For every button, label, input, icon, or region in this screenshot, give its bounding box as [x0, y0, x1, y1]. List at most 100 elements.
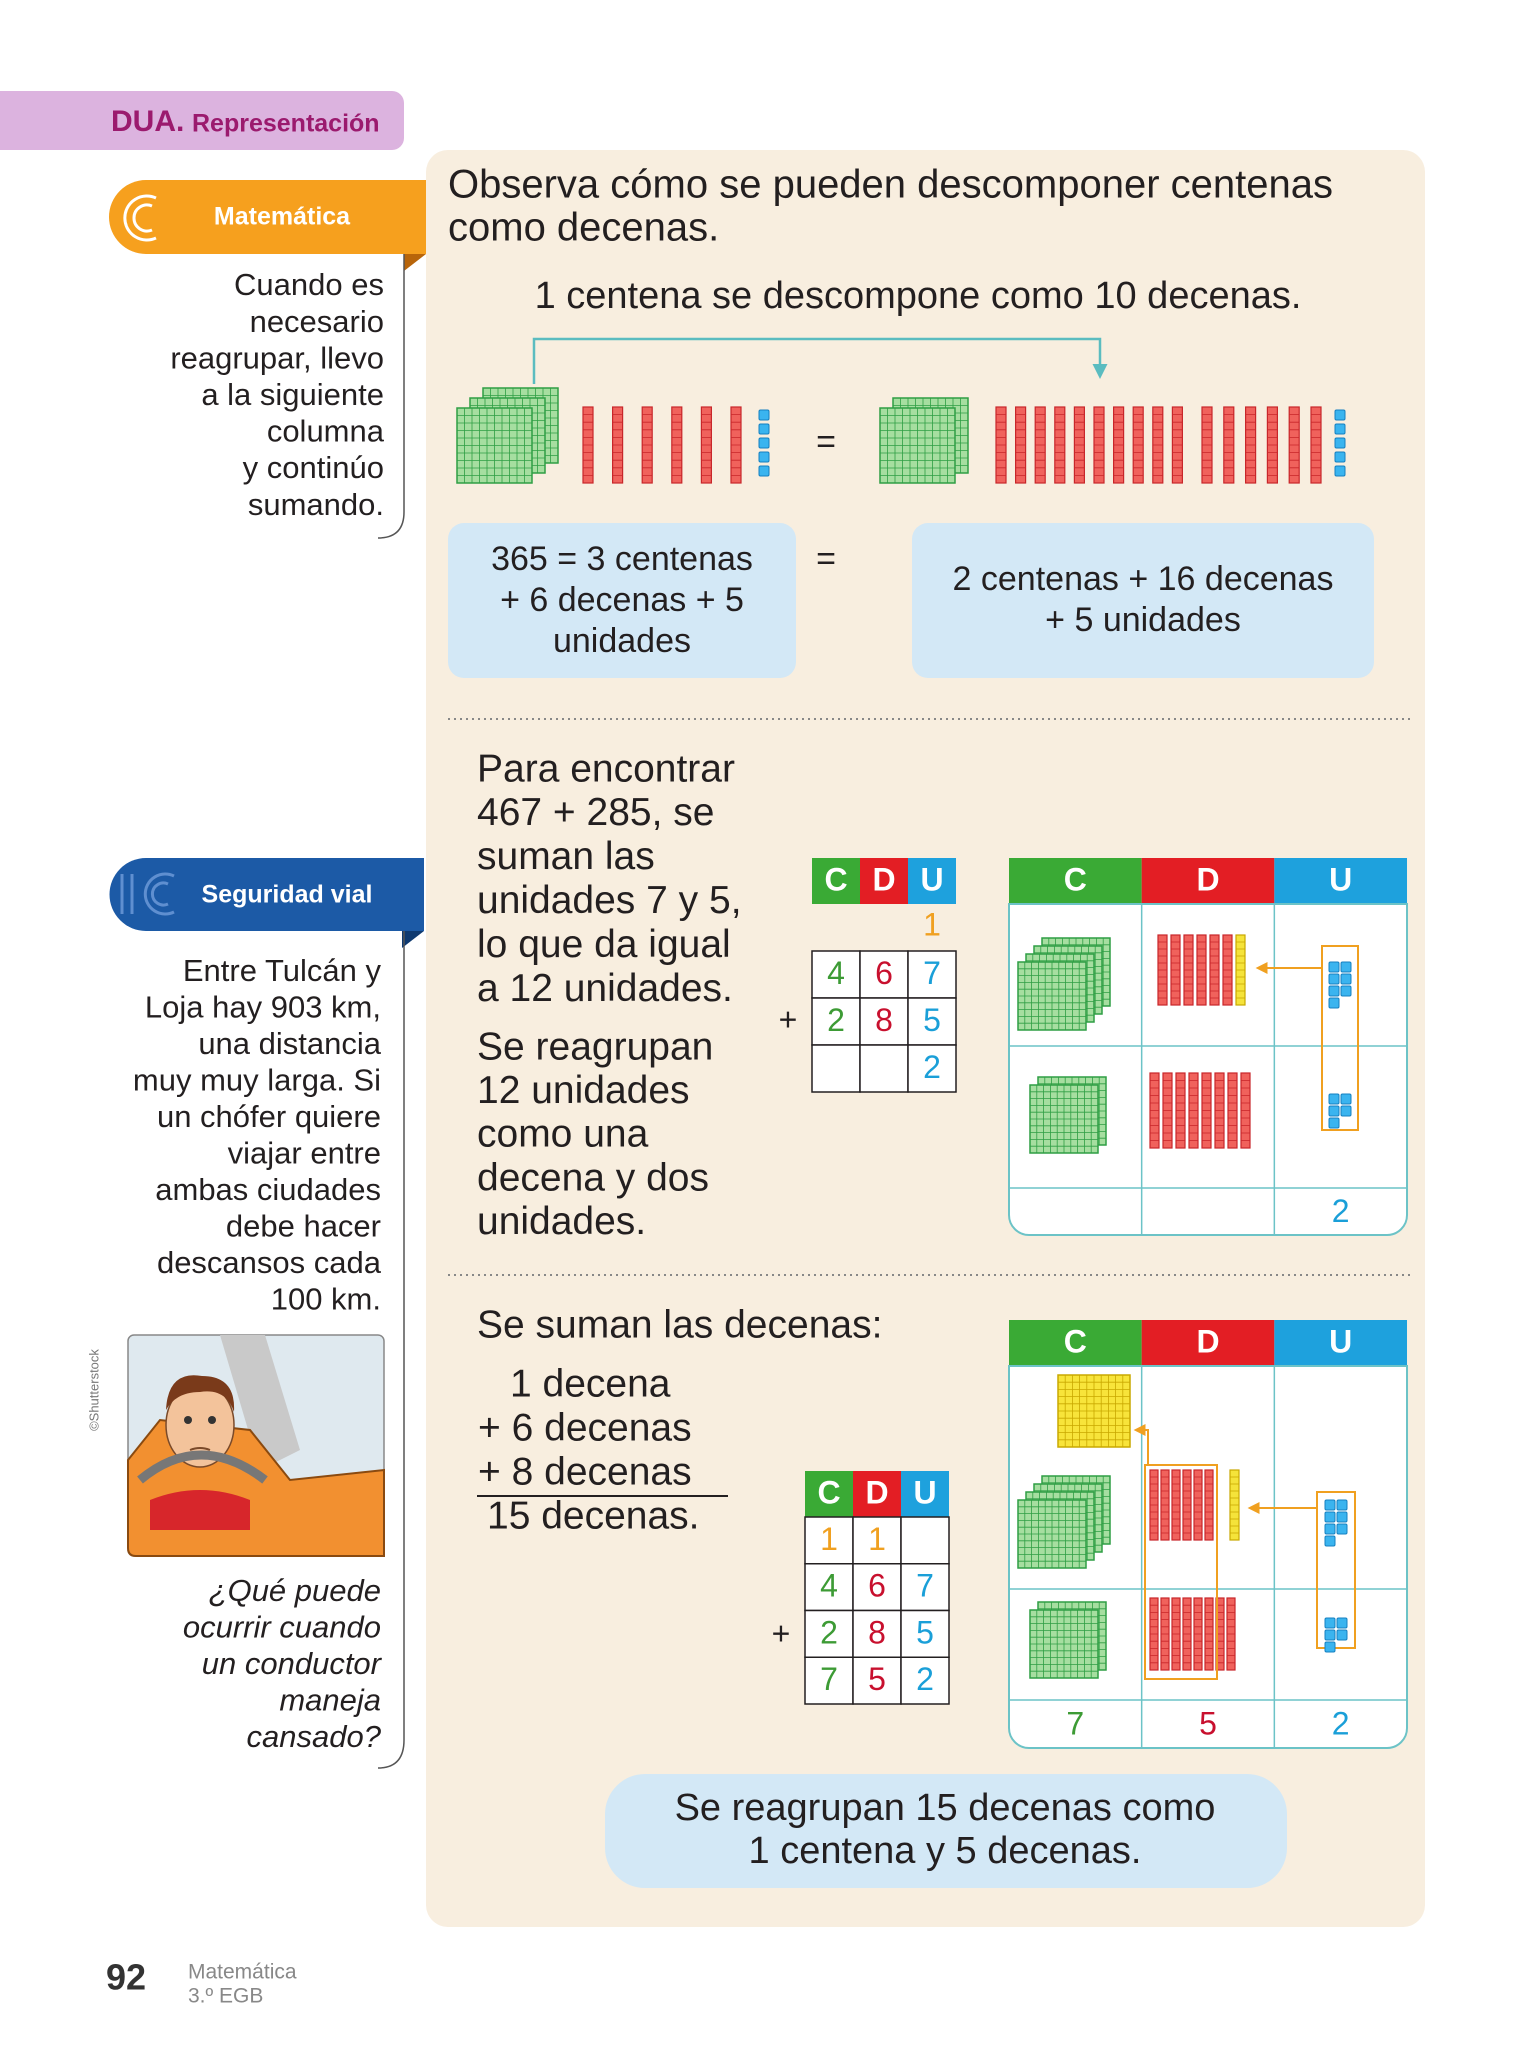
ten-rod: [1160, 1597, 1170, 1671]
digit: 1: [868, 1521, 886, 1557]
rod-lines: [1197, 941, 1206, 999]
note-question: ocurrir cuando: [183, 1610, 381, 1645]
ten-rod: [1073, 406, 1086, 484]
rod-lines: [1216, 1604, 1224, 1664]
digit: 2: [1332, 1705, 1350, 1741]
header-cell: [1009, 1320, 1142, 1366]
rod-lines: [1161, 1604, 1169, 1664]
body-text: Para encontrar: [477, 747, 735, 790]
header-cell: [853, 1471, 901, 1517]
header-letter: U: [1329, 1323, 1352, 1359]
ten-rod: [1209, 934, 1220, 1006]
rod-lines: [1228, 1080, 1237, 1141]
table-cell: [900, 1656, 950, 1705]
hundred-block: [879, 407, 956, 484]
unit-cube: [1324, 1511, 1336, 1523]
rod-lines: [1202, 1080, 1211, 1141]
tab-icon: [132, 203, 153, 233]
ten-rod: [1157, 934, 1168, 1006]
body-text: lo que da igual: [477, 923, 731, 966]
header-cell: [860, 858, 908, 904]
footer-grade: 3.º EGB: [188, 1985, 263, 2008]
unit-cube: [1324, 1617, 1336, 1629]
table-cell: [804, 1609, 854, 1658]
digit: 7: [916, 1568, 934, 1604]
ten-rod: [1054, 406, 1066, 484]
rod-lines: [731, 414, 741, 476]
hundred-block: [1057, 1374, 1131, 1448]
rod-lines: [1035, 414, 1046, 476]
ten-rod: [1183, 934, 1194, 1006]
ten-rod: [1204, 1469, 1214, 1541]
hundred-block: [1029, 1084, 1099, 1154]
digit: 2: [1332, 1193, 1350, 1229]
block-grid: [1018, 1500, 1086, 1568]
rod-lines: [583, 414, 593, 476]
ten-rod: [1160, 1469, 1170, 1541]
unit-cube: [758, 465, 770, 477]
unit-cube: [1336, 1629, 1348, 1641]
unit-cube: [1328, 1093, 1340, 1105]
table-cell: [811, 997, 861, 1046]
rod-lines: [612, 414, 623, 476]
header-cell: [901, 1471, 949, 1517]
unit-cube: [1328, 973, 1340, 985]
ten-rod: [1112, 406, 1125, 484]
table-cell: [804, 1563, 854, 1612]
header-letter: U: [913, 1474, 936, 1510]
body-text: unidades 7 y 5,: [477, 879, 742, 922]
digit: 4: [820, 1568, 838, 1604]
header-letter: U: [1329, 861, 1352, 897]
digit: 5: [868, 1661, 886, 1697]
road-tag: Seguridad vial: [202, 881, 373, 909]
regroup-box: [1144, 1464, 1218, 1680]
header-cell: [805, 1471, 853, 1517]
hundred-block: [1017, 1499, 1087, 1569]
rod-lines: [1267, 414, 1278, 476]
block-grid: [1018, 962, 1086, 1030]
rod-lines: [1194, 1476, 1202, 1534]
note-text: debe hacer: [226, 1209, 381, 1244]
digit: 2: [916, 1661, 934, 1697]
page-number: 92: [106, 1957, 146, 1998]
ten-rod: [1171, 1469, 1181, 1541]
unit-cube: [1336, 1523, 1348, 1535]
note-text: necesario: [250, 304, 384, 339]
ten-rod: [1226, 1597, 1236, 1671]
dua-title: Representación: [192, 110, 380, 138]
ten-rod: [1222, 934, 1233, 1006]
hundred-block: [456, 407, 533, 484]
ten-rod: [1171, 406, 1184, 484]
ten-rod: [1175, 1072, 1186, 1149]
header-letter: D: [872, 861, 895, 897]
unit-cube: [1328, 985, 1340, 997]
rod-lines: [1202, 414, 1212, 476]
ten-rod: [1182, 1597, 1192, 1671]
rod-lines: [1158, 941, 1167, 999]
digit: 6: [868, 1568, 886, 1604]
body-text: decena y dos: [477, 1156, 709, 1199]
note-question: maneja: [279, 1683, 381, 1718]
rod-lines: [1183, 1476, 1191, 1534]
note-text: ambas ciudades: [155, 1172, 381, 1207]
ten-rod: [1162, 1072, 1173, 1149]
rod-lines: [996, 414, 1006, 476]
digit: 5: [923, 1002, 941, 1038]
equals-sign: =: [816, 423, 836, 461]
math-tab: [109, 180, 426, 254]
rod-lines: [1183, 1604, 1191, 1664]
note-text: y continúo: [243, 450, 384, 485]
table-cell: [804, 1516, 854, 1565]
rod-lines: [1189, 1080, 1198, 1141]
table-cell: [859, 1044, 909, 1093]
rod-lines: [1150, 1476, 1158, 1534]
box-text: unidades: [553, 622, 691, 660]
note-question: ¿Qué puede: [209, 1573, 381, 1608]
table-cell: [804, 1656, 854, 1705]
note-text: Cuando es: [234, 267, 384, 302]
rod-lines: [1176, 1080, 1185, 1141]
header-letter: U: [920, 861, 943, 897]
block-grid: [457, 408, 532, 483]
note-border: [377, 931, 405, 1769]
unit-cube: [1340, 961, 1352, 973]
